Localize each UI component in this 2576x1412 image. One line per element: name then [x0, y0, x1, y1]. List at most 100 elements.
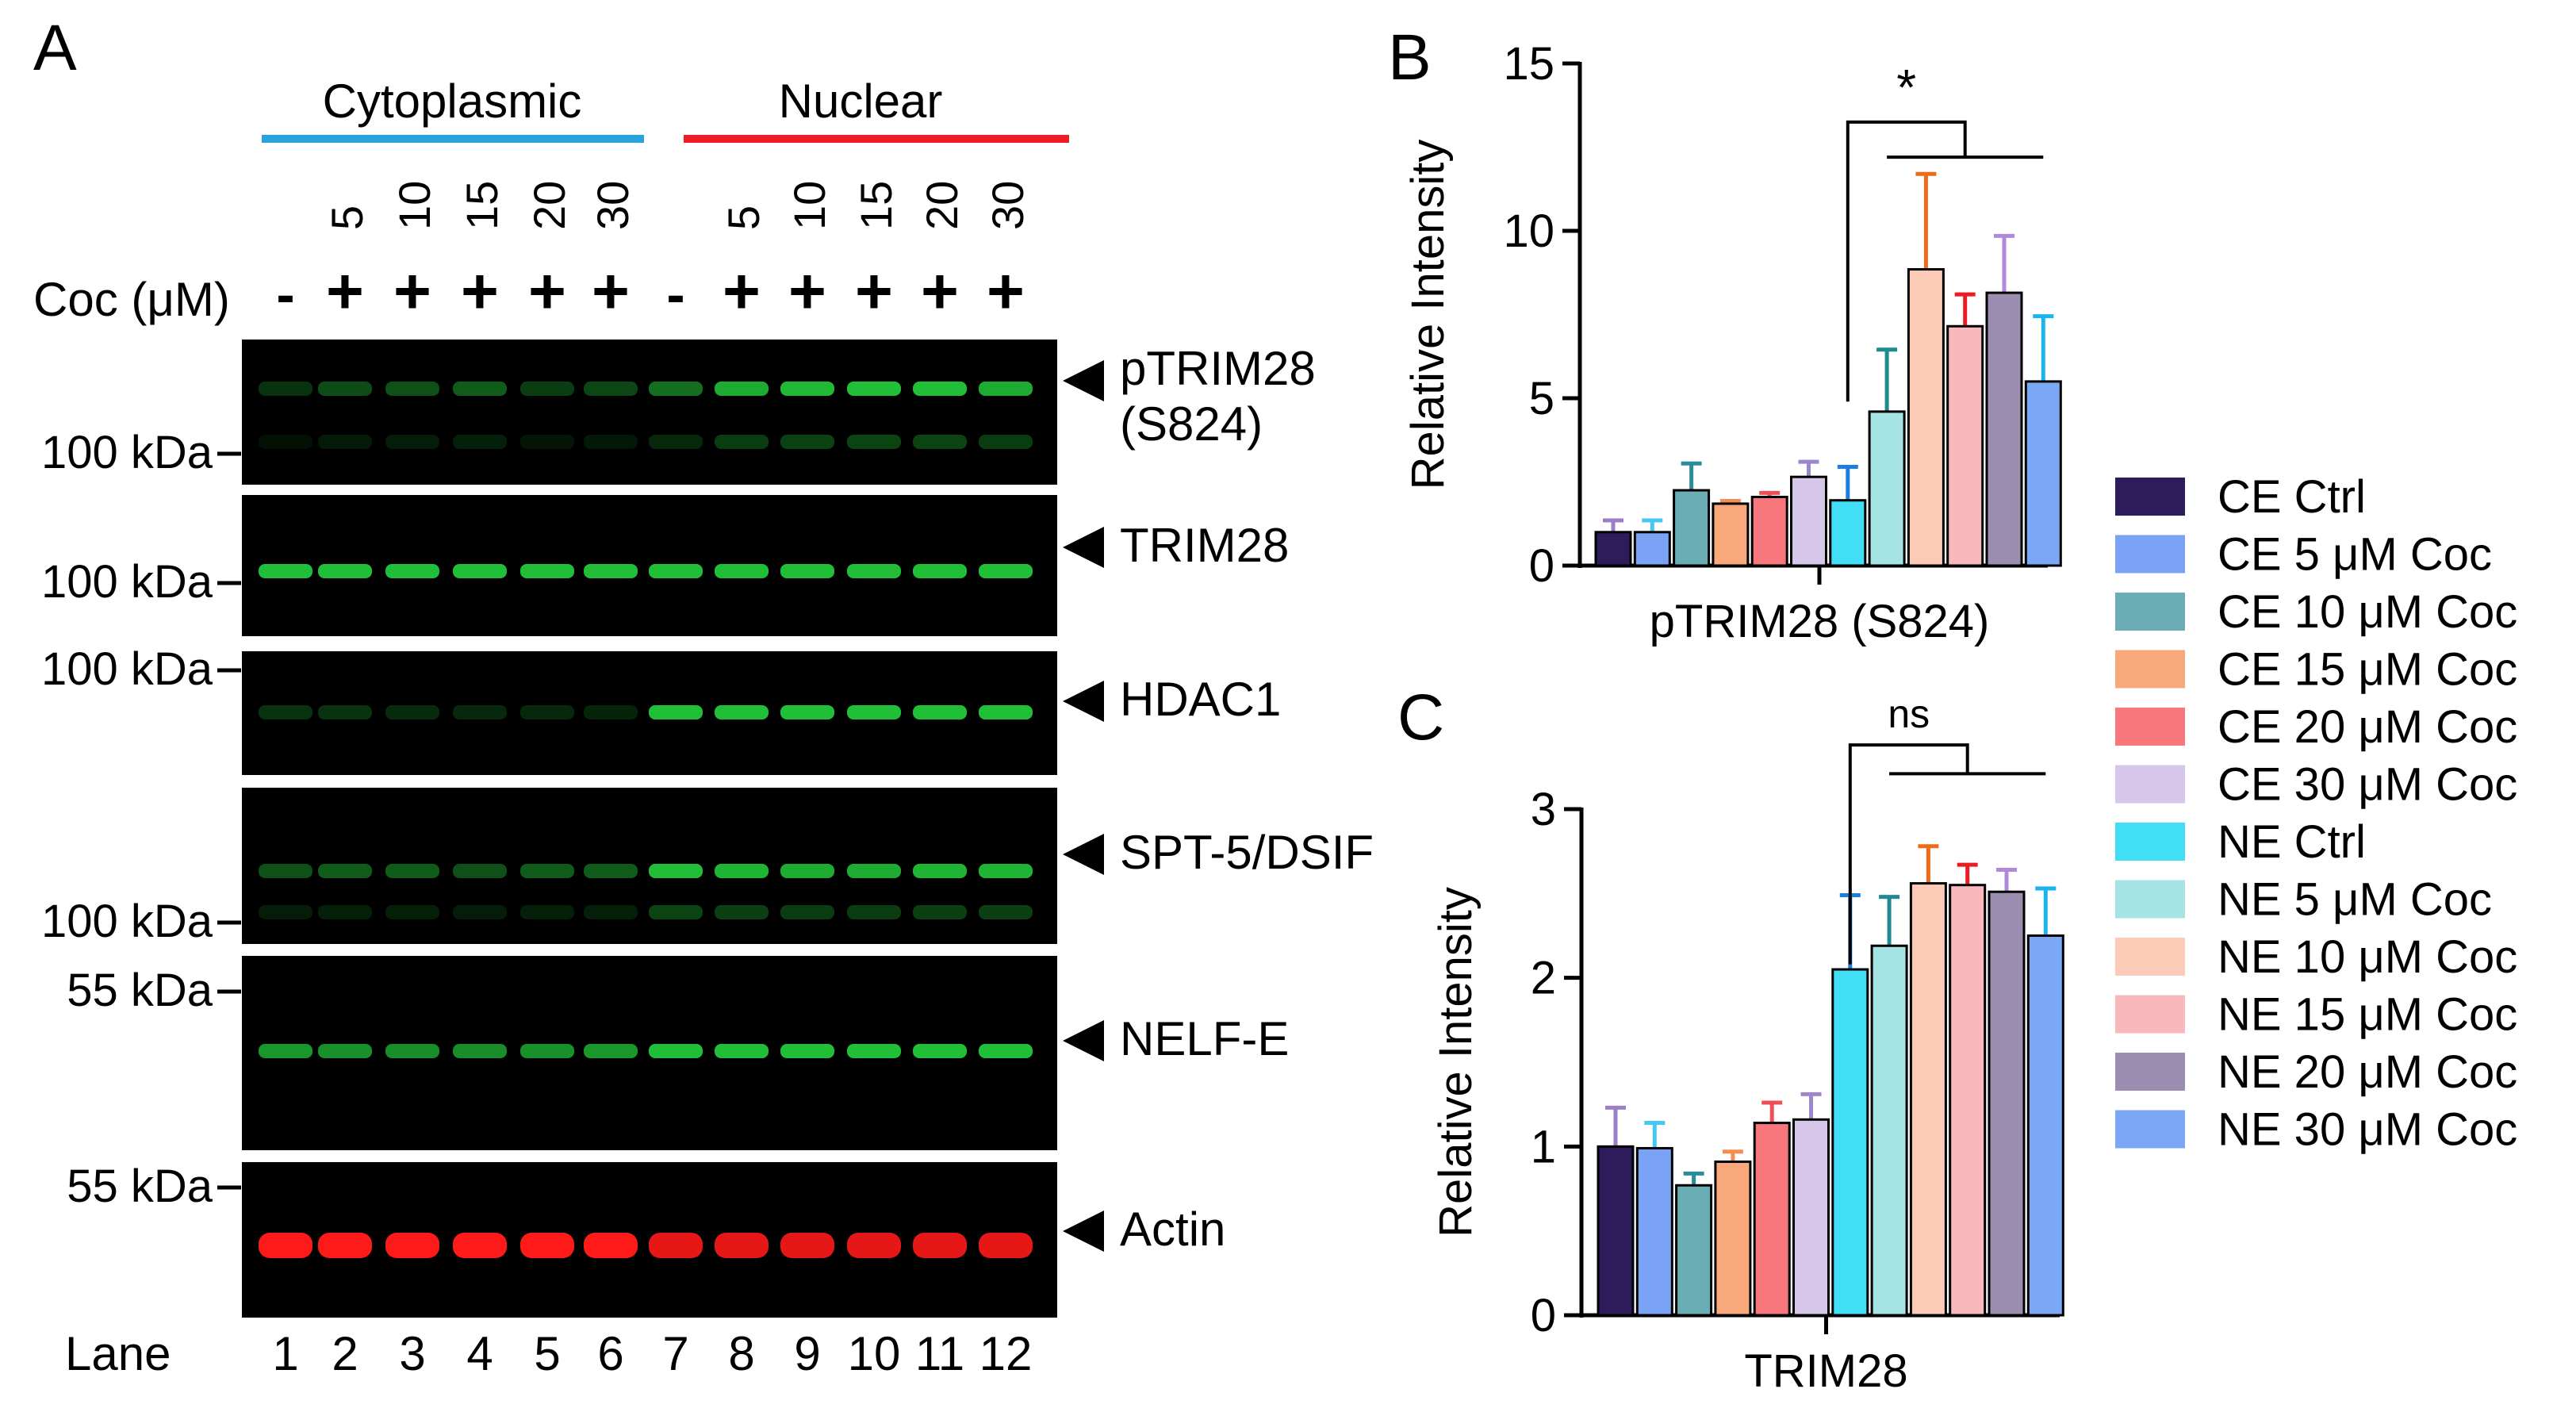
- band-arrowhead: [1063, 527, 1104, 568]
- protein-label: NELF-E: [1120, 1012, 1289, 1065]
- lane-number: 1: [272, 1327, 298, 1380]
- plus-sign: +: [788, 255, 826, 328]
- minus-sign: -: [276, 263, 294, 325]
- band: [520, 435, 574, 449]
- legend-label: NE 10 μM Coc: [2218, 931, 2517, 983]
- band: [649, 905, 703, 919]
- protein-label: TRIM28: [1120, 519, 1289, 572]
- legend-label: CE 5 μM Coc: [2218, 529, 2492, 581]
- concentration-label: 5: [719, 205, 769, 230]
- bar: [2026, 934, 2064, 1317]
- band-arrowhead: [1063, 1020, 1104, 1061]
- y-tick-label: 10: [1503, 205, 1554, 257]
- band: [584, 905, 638, 919]
- plus-sign: +: [528, 255, 566, 328]
- band: [847, 435, 901, 449]
- legend-label: CE 15 μM Coc: [2218, 644, 2517, 696]
- legend-swatch: [2115, 535, 2185, 574]
- band: [453, 435, 507, 449]
- band: [259, 1044, 312, 1058]
- band: [715, 1044, 769, 1058]
- band: [318, 382, 372, 396]
- group-label-nuclear: Nuclear: [779, 75, 943, 128]
- band: [453, 1233, 507, 1258]
- legend-swatch: [2115, 880, 2185, 919]
- band: [649, 1233, 703, 1258]
- band: [259, 382, 312, 396]
- bar: [1753, 1122, 1791, 1317]
- protein-label: (S824): [1120, 397, 1263, 451]
- band: [913, 1044, 967, 1058]
- band: [453, 564, 507, 578]
- band: [318, 905, 372, 919]
- bar: [1597, 1145, 1635, 1317]
- protein-label: pTRIM28: [1120, 342, 1316, 395]
- molecular-weight-marker: 55 kDa: [67, 965, 213, 1016]
- legend-label: NE 5 μM Coc: [2218, 874, 2492, 926]
- band: [780, 382, 834, 396]
- band: [913, 564, 967, 578]
- bar: [1946, 324, 1984, 567]
- band: [385, 905, 439, 919]
- band: [979, 382, 1033, 396]
- band: [780, 905, 834, 919]
- band: [979, 435, 1033, 449]
- bar: [1594, 531, 1632, 567]
- concentration-label: 15: [851, 181, 901, 230]
- y-tick-label: 1: [1531, 1121, 1556, 1172]
- band: [979, 1044, 1033, 1058]
- plus-sign: +: [987, 255, 1025, 328]
- legend-label: CE 30 μM Coc: [2218, 759, 2517, 811]
- band: [453, 1044, 507, 1058]
- y-tick-label: 15: [1503, 38, 1554, 90]
- legend-swatch: [2115, 765, 2185, 804]
- legend-swatch: [2115, 708, 2185, 746]
- band: [385, 1233, 439, 1258]
- band: [780, 1044, 834, 1058]
- treatment-label: Coc (μM): [33, 273, 230, 326]
- band: [649, 705, 703, 719]
- band: [520, 1044, 574, 1058]
- bar: [1909, 882, 1947, 1317]
- lane-number: 8: [728, 1327, 754, 1380]
- band: [318, 705, 372, 719]
- blot-4: 55 kDa NELF-E: [67, 956, 1289, 1150]
- treatment-signs: - + + + + + - + + + + +: [276, 255, 1025, 328]
- band: [979, 905, 1033, 919]
- blot-1: 100 kDa TRIM28: [41, 495, 1289, 636]
- lane-number: 4: [466, 1327, 493, 1380]
- x-axis-label: pTRIM28 (S824): [1650, 596, 1990, 647]
- lane-number: 2: [332, 1327, 358, 1380]
- band: [259, 564, 312, 578]
- band: [847, 905, 901, 919]
- panel-b-letter: B: [1388, 21, 1432, 94]
- band: [649, 435, 703, 449]
- y-axis-label: Relative Intensity: [1430, 887, 1482, 1237]
- lane-number: 10: [848, 1327, 901, 1380]
- lane-number: 3: [399, 1327, 425, 1380]
- legend-swatch: [2115, 478, 2185, 516]
- blot-5: 55 kDa Actin: [67, 1161, 1225, 1318]
- chart-c: 0 1 2 3 TRIM28 Relative Intensity ns: [1430, 692, 2064, 1397]
- band: [780, 564, 834, 578]
- band: [453, 905, 507, 919]
- band: [318, 864, 372, 878]
- concentration-label: 30: [983, 181, 1033, 230]
- band: [318, 1233, 372, 1258]
- legend-swatch: [2115, 938, 2185, 976]
- band: [979, 564, 1033, 578]
- plus-sign: +: [393, 255, 431, 328]
- band: [913, 905, 967, 919]
- concentration-label: 5: [322, 205, 372, 230]
- band: [913, 382, 967, 396]
- molecular-weight-marker: 100 kDa: [41, 896, 213, 947]
- concentration-label: 10: [389, 181, 439, 230]
- band: [453, 705, 507, 719]
- band: [584, 564, 638, 578]
- band: [584, 435, 638, 449]
- lane-number: 6: [597, 1327, 623, 1380]
- band: [259, 705, 312, 719]
- bar: [1712, 502, 1750, 567]
- band-arrowhead: [1063, 681, 1104, 722]
